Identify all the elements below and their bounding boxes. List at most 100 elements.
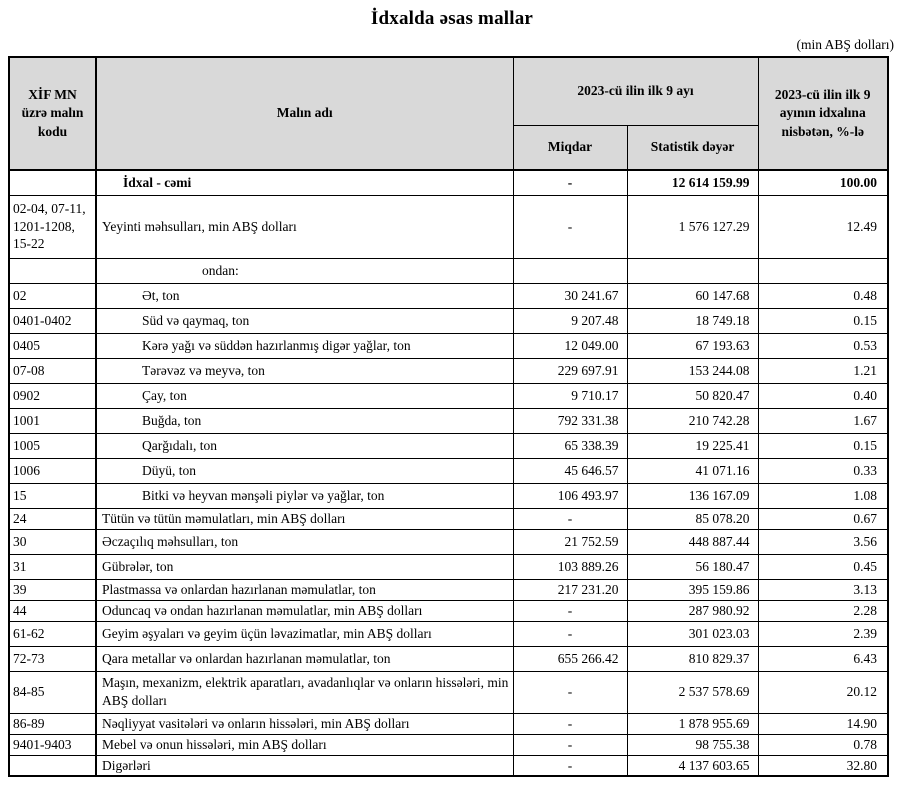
cell-quantity: -	[512, 712, 628, 735]
cell-value: 56 180.47	[626, 553, 759, 580]
cell-value: 1 576 127.29	[626, 194, 759, 259]
header-quantity: Miqdar	[512, 124, 628, 171]
cell-name: Ət, ton	[95, 282, 514, 309]
table-row: 61-62 Geyim əşyaları və geyim üçün ləvaz…	[8, 620, 889, 647]
cell-value: 301 023.03	[626, 620, 759, 647]
cell-code: 44	[8, 599, 97, 622]
cell-code: 1005	[8, 432, 97, 459]
cell-share: 2.39	[757, 620, 889, 647]
cell-share: 2.28	[757, 599, 889, 622]
cell-value: 1 878 955.69	[626, 712, 759, 735]
table-row: 31 Gübrələr, ton 103 889.26 56 180.47 0.…	[8, 553, 889, 580]
cell-name: Kərə yağı və süddən hazırlanmış digər ya…	[95, 332, 514, 359]
cell-quantity: 30 241.67	[512, 282, 628, 309]
cell-share: 0.78	[757, 733, 889, 756]
table-row: 30 Əczaçılıq məhsulları, ton 21 752.59 4…	[8, 528, 889, 555]
cell-name: Nəqliyyat vasitələri və onların hissələr…	[95, 712, 514, 735]
cell-value: 18 749.18	[626, 307, 759, 334]
cell-share: 6.43	[757, 645, 889, 672]
cell-quantity: -	[512, 194, 628, 259]
cell-name: Bitki və heyvan mənşəli piylər və yağlar…	[95, 482, 514, 509]
cell-value: 810 829.37	[626, 645, 759, 672]
cell-value	[626, 257, 759, 284]
cell-value: 287 980.92	[626, 599, 759, 622]
cell-name: Gübrələr, ton	[95, 553, 514, 580]
cell-name: Plastmassa və onlardan hazırlanan məmula…	[95, 578, 514, 601]
cell-quantity: 229 697.91	[512, 357, 628, 384]
cell-value: 98 755.38	[626, 733, 759, 756]
cell-name: Qarğıdalı, ton	[95, 432, 514, 459]
cell-quantity: 655 266.42	[512, 645, 628, 672]
cell-quantity: 21 752.59	[512, 528, 628, 555]
cell-share: 14.90	[757, 712, 889, 735]
cell-quantity: -	[512, 507, 628, 530]
cell-code: 0405	[8, 332, 97, 359]
header-value: Statistik dəyər	[626, 124, 759, 171]
cell-value: 41 071.16	[626, 457, 759, 484]
table-row: Digərləri - 4 137 603.65 32.80	[8, 754, 889, 777]
cell-quantity: -	[512, 754, 628, 777]
table-row: 1005 Qarğıdalı, ton 65 338.39 19 225.41 …	[8, 432, 889, 459]
table-row: 44 Oduncaq və ondan hazırlanan məmulatla…	[8, 599, 889, 622]
cell-share: 0.53	[757, 332, 889, 359]
table-header: XİF MN üzrə malın kodu Malın adı 2023-cü…	[8, 56, 889, 171]
cell-name: Tərəvəz və meyvə, ton	[95, 357, 514, 384]
header-code: XİF MN üzrə malın kodu	[8, 56, 97, 171]
cell-quantity: -	[512, 670, 628, 714]
table-body: İdxal - cəmi - 12 614 159.99 100.00 02-0…	[8, 169, 889, 777]
header-row-1: XİF MN üzrə malın kodu Malın adı 2023-cü…	[8, 56, 889, 171]
cell-quantity: 9 207.48	[512, 307, 628, 334]
table-row: İdxal - cəmi - 12 614 159.99 100.00	[8, 169, 889, 196]
cell-quantity: 9 710.17	[512, 382, 628, 409]
cell-name: Yeyinti məhsulları, min ABŞ dolları	[95, 194, 514, 259]
table-row: 24 Tütün və tütün məmulatları, min ABŞ d…	[8, 507, 889, 530]
cell-share: 3.56	[757, 528, 889, 555]
page-title: İdxalda əsas mallar	[370, 8, 534, 29]
cell-name: İdxal - cəmi	[95, 169, 514, 196]
import-goods-table: XİF MN üzrə malın kodu Malın adı 2023-cü…	[8, 56, 889, 778]
document-page: İdxalda əsas mallar (min ABŞ dolları) Xİ…	[0, 8, 906, 778]
header-name: Malın adı	[95, 56, 514, 171]
cell-code: 84-85	[8, 670, 97, 714]
cell-name: ondan:	[95, 257, 514, 284]
cell-name: Oduncaq və ondan hazırlanan məmulatlar, …	[95, 599, 514, 622]
cell-code: 30	[8, 528, 97, 555]
header-period: 2023-cü ilin ilk 9 ayı	[512, 56, 759, 126]
table-row: 0405 Kərə yağı və süddən hazırlanmış dig…	[8, 332, 889, 359]
table-row: 02 Ət, ton 30 241.67 60 147.68 0.48	[8, 282, 889, 309]
cell-value: 67 193.63	[626, 332, 759, 359]
cell-share: 32.80	[757, 754, 889, 777]
cell-share: 0.15	[757, 432, 889, 459]
cell-name: Geyim əşyaları və geyim üçün ləvazimatla…	[95, 620, 514, 647]
cell-code: 1006	[8, 457, 97, 484]
cell-share: 0.15	[757, 307, 889, 334]
cell-value: 85 078.20	[626, 507, 759, 530]
cell-share: 20.12	[757, 670, 889, 714]
table-row: 02-04, 07-11, 1201-1208, 15-22 Yeyinti m…	[8, 194, 889, 259]
table-row: 39 Plastmassa və onlardan hazırlanan məm…	[8, 578, 889, 601]
cell-share: 3.13	[757, 578, 889, 601]
cell-code: 0902	[8, 382, 97, 409]
cell-name: Süd və qaymaq, ton	[95, 307, 514, 334]
table-row: 07-08 Tərəvəz və meyvə, ton 229 697.91 1…	[8, 357, 889, 384]
cell-quantity: 792 331.38	[512, 407, 628, 434]
table-row: 15 Bitki və heyvan mənşəli piylər və yağ…	[8, 482, 889, 509]
cell-share: 1.67	[757, 407, 889, 434]
cell-code: 02	[8, 282, 97, 309]
cell-name: Qara metallar və onlardan hazırlanan məm…	[95, 645, 514, 672]
cell-share: 0.45	[757, 553, 889, 580]
cell-value: 448 887.44	[626, 528, 759, 555]
cell-share: 0.33	[757, 457, 889, 484]
cell-quantity: 65 338.39	[512, 432, 628, 459]
cell-code	[8, 257, 97, 284]
table-row: 72-73 Qara metallar və onlardan hazırlan…	[8, 645, 889, 672]
cell-code	[8, 169, 97, 196]
cell-name: Maşın, mexanizm, elektrik aparatları, av…	[95, 670, 514, 714]
cell-code: 61-62	[8, 620, 97, 647]
table-row: 0401-0402 Süd və qaymaq, ton 9 207.48 18…	[8, 307, 889, 334]
cell-code: 15	[8, 482, 97, 509]
cell-quantity	[512, 257, 628, 284]
cell-code: 72-73	[8, 645, 97, 672]
table-row: 1006 Düyü, ton 45 646.57 41 071.16 0.33	[8, 457, 889, 484]
table-row: 84-85 Maşın, mexanizm, elektrik aparatla…	[8, 670, 889, 714]
